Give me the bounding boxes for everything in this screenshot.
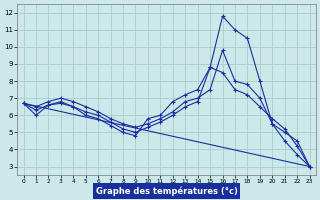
X-axis label: Graphe des températures (°c): Graphe des températures (°c): [96, 186, 237, 196]
